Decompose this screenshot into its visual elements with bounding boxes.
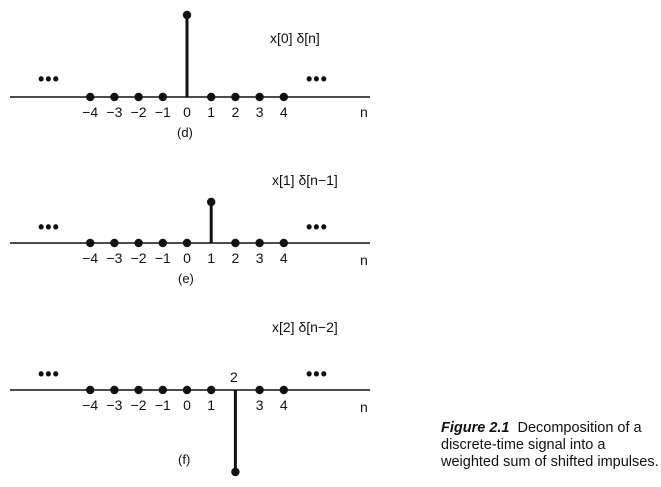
tick-label: 4 bbox=[280, 250, 288, 266]
stem-d bbox=[182, 10, 192, 97]
ellipsis-left-d: ••• bbox=[38, 69, 60, 89]
figure-number: Figure 2.1 bbox=[441, 420, 510, 436]
tick-labels-f: −4 −3 −2 −1 0 1 3 4 bbox=[82, 397, 288, 413]
tick-label: −1 bbox=[155, 250, 171, 266]
panel-sublabel-e: (e) bbox=[178, 271, 194, 286]
sample-dot bbox=[182, 238, 192, 248]
ellipsis-right-d: ••• bbox=[306, 69, 328, 89]
sample-dot bbox=[134, 385, 143, 395]
panel-label-e: x[1] δ[n−1] bbox=[272, 172, 338, 188]
sample-dot bbox=[86, 92, 95, 102]
tick-label: −2 bbox=[131, 104, 147, 120]
tick-label: 2 bbox=[232, 250, 240, 266]
figure-caption: Figure 2.1 Decomposition of a discrete-ti… bbox=[441, 420, 659, 471]
figure-caption-text: Decomposition of a discrete-time signal … bbox=[441, 420, 659, 470]
tick-label: −3 bbox=[106, 250, 122, 266]
sample-dots-f bbox=[86, 385, 288, 395]
sample-dot bbox=[255, 238, 264, 248]
tick-label: 0 bbox=[183, 104, 191, 120]
axis-var-f: n bbox=[360, 399, 368, 415]
stem-e bbox=[207, 197, 216, 243]
sample-dot bbox=[134, 238, 143, 248]
sample-dot bbox=[158, 385, 167, 395]
axis-var-e: n bbox=[360, 252, 368, 268]
impulse-tip bbox=[231, 467, 240, 477]
sample-dot bbox=[255, 385, 264, 395]
sample-dot bbox=[86, 385, 95, 395]
sample-dot bbox=[110, 92, 119, 102]
sample-dot bbox=[207, 385, 216, 395]
ellipsis-right-f: ••• bbox=[306, 364, 328, 384]
panel-sublabel-f: (f) bbox=[178, 452, 190, 467]
tick-label: 0 bbox=[183, 397, 191, 413]
sample-dot bbox=[279, 385, 288, 395]
sample-dot bbox=[158, 92, 167, 102]
panel-e: ••• ••• −4 −3 −2 −1 0 1 2 3 4 x[1] δ[n−1] n (e) bbox=[10, 172, 370, 286]
ellipsis-left-f: ••• bbox=[38, 364, 60, 384]
panel-f: ••• ••• −4 −3 −2 −1 0 1 3 4 x[2] δ[n−2] n 2 (f) bbox=[10, 319, 370, 477]
tick-label: 1 bbox=[207, 250, 215, 266]
tick-label: 2 bbox=[232, 104, 240, 120]
sample-dot bbox=[86, 238, 95, 248]
tick-label: −4 bbox=[82, 397, 98, 413]
panel-sublabel-d: (d) bbox=[177, 125, 193, 140]
tick-label: 1 bbox=[207, 397, 215, 413]
tick-label: 4 bbox=[280, 104, 288, 120]
impulse-value-label-f: 2 bbox=[230, 369, 238, 385]
tick-label: −3 bbox=[106, 104, 122, 120]
sample-dots-d bbox=[86, 92, 288, 102]
impulse-tip bbox=[182, 10, 192, 20]
tick-label: 3 bbox=[256, 397, 264, 413]
sample-dot bbox=[255, 92, 264, 102]
tick-label: −3 bbox=[106, 397, 122, 413]
tick-labels-e: −4 −3 −2 −1 0 1 2 3 4 bbox=[82, 250, 288, 266]
impulse-tip bbox=[207, 197, 216, 207]
sample-dot bbox=[110, 238, 119, 248]
sample-dot bbox=[207, 92, 216, 102]
sample-dot bbox=[279, 238, 288, 248]
sample-dot bbox=[182, 385, 192, 395]
sample-dot bbox=[110, 385, 119, 395]
panel-label-f: x[2] δ[n−2] bbox=[272, 319, 338, 335]
panel-label-d: x[0] δ[n] bbox=[270, 30, 320, 46]
tick-label: 0 bbox=[183, 250, 191, 266]
tick-label: 3 bbox=[256, 250, 264, 266]
axis-var-d: n bbox=[360, 104, 368, 120]
sample-dots-e bbox=[86, 238, 288, 248]
sample-dot bbox=[231, 238, 240, 248]
panel-d: ••• ••• −4 −3 −2 −1 0 1 2 3 4 x[0] δ[n] n (d) bbox=[10, 10, 370, 140]
tick-label: −4 bbox=[82, 250, 98, 266]
sample-dot bbox=[279, 92, 288, 102]
tick-label: −2 bbox=[131, 250, 147, 266]
ellipsis-left-e: ••• bbox=[38, 217, 60, 237]
tick-label: 1 bbox=[207, 104, 215, 120]
tick-label: −1 bbox=[155, 397, 171, 413]
sample-dot bbox=[134, 92, 143, 102]
ellipsis-right-e: ••• bbox=[306, 217, 328, 237]
sample-dot bbox=[158, 238, 167, 248]
tick-label: −1 bbox=[155, 104, 171, 120]
sample-dot bbox=[231, 92, 240, 102]
tick-labels-d: −4 −3 −2 −1 0 1 2 3 4 bbox=[82, 104, 288, 120]
tick-label: −4 bbox=[82, 104, 98, 120]
tick-label: −2 bbox=[131, 397, 147, 413]
tick-label: 4 bbox=[280, 397, 288, 413]
stem-f bbox=[231, 390, 240, 477]
tick-label: 3 bbox=[256, 104, 264, 120]
